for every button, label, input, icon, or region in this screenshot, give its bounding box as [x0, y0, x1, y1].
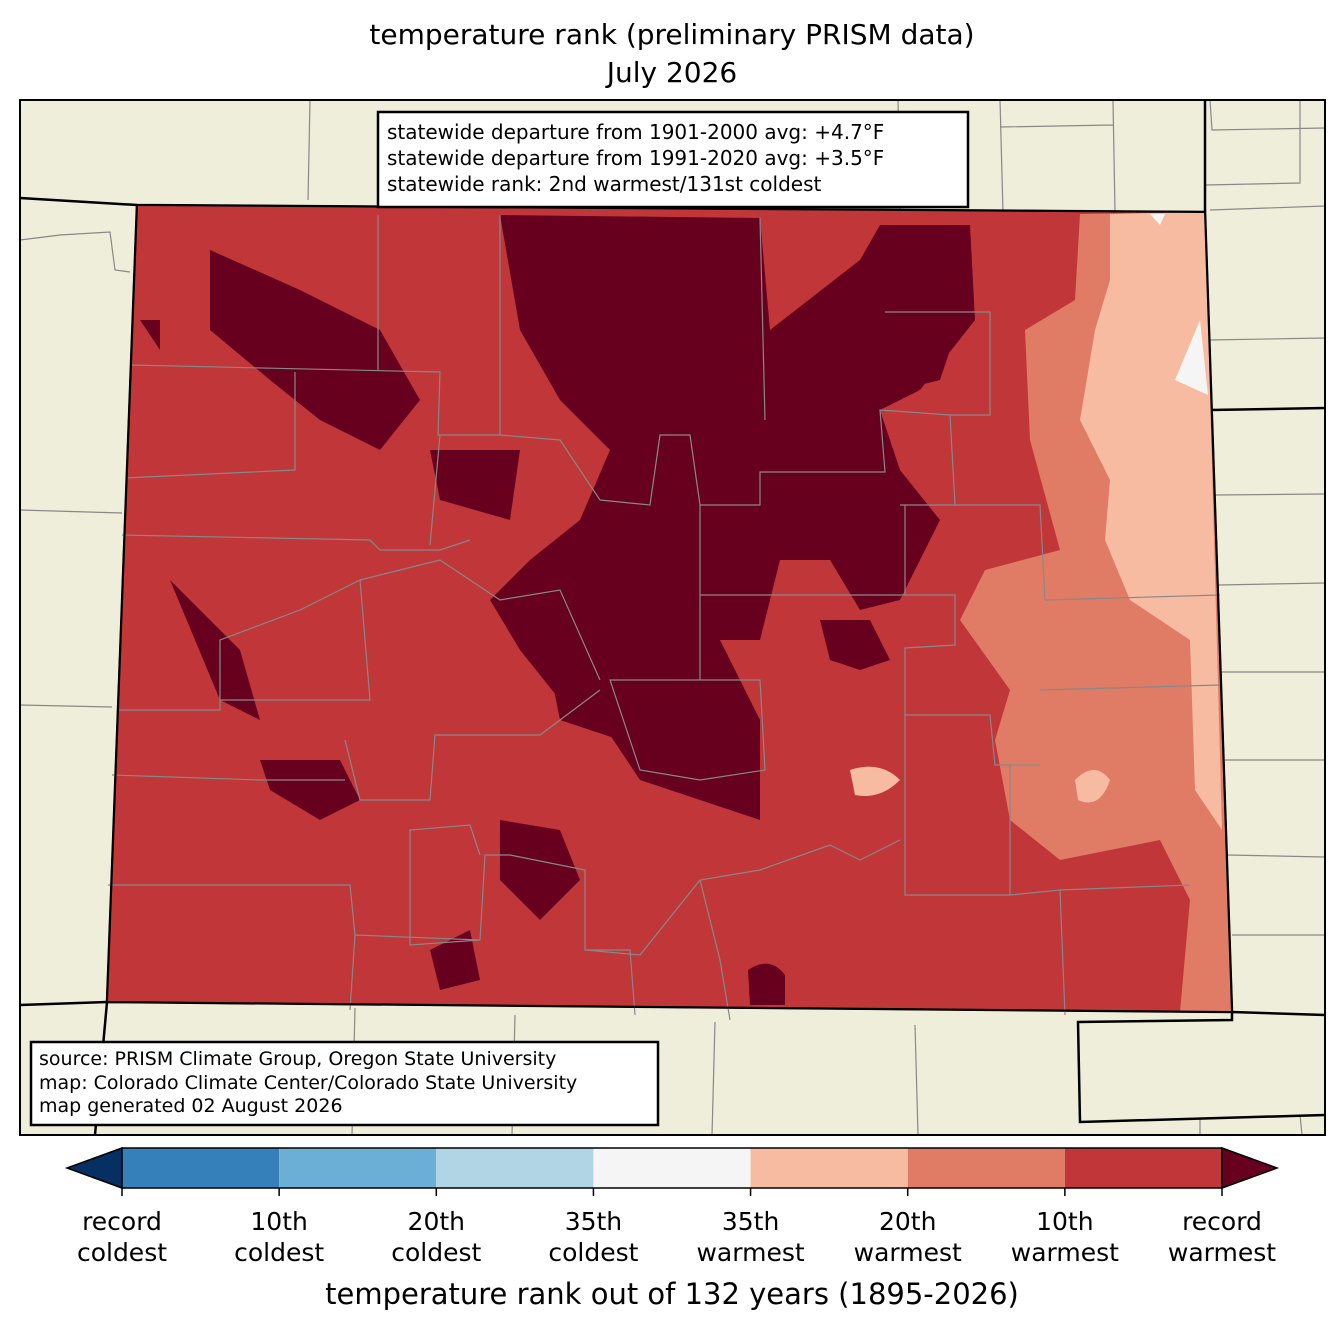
east-band-35th — [1150, 214, 1208, 395]
colorbar-outline — [121, 1147, 1223, 1189]
colorbar-segment — [279, 1148, 437, 1188]
warm-patches — [850, 766, 1110, 803]
colorbar-tick-label: 10th — [250, 1207, 307, 1236]
colorbar-tick-label: 35th — [722, 1207, 779, 1236]
colorbar: recordcoldest10thcoldest20thcoldest35thc… — [64, 1146, 1280, 1267]
stats-line: statewide departure from 1901-2000 avg: … — [387, 120, 884, 144]
colorbar-segment — [907, 1148, 1065, 1188]
colorbar-tick-label: record — [82, 1207, 162, 1236]
colorbar-tick-label: coldest — [391, 1238, 481, 1267]
colorbar-tick-label: 10th — [1036, 1207, 1093, 1236]
colorbar-tick-label: coldest — [77, 1238, 167, 1267]
colorbar-tick-label: coldest — [548, 1238, 638, 1267]
colorbar-segment — [1064, 1148, 1222, 1188]
colorbar-tick-label: warmest — [854, 1238, 962, 1267]
source-box — [29, 1040, 660, 1127]
colorbar-tick-label: 20th — [879, 1207, 936, 1236]
colorbar-segment — [122, 1148, 280, 1188]
colorbar-tick-label: 35th — [565, 1207, 622, 1236]
colorbar-segment — [593, 1148, 751, 1188]
colorbar-extend-high — [1221, 1146, 1280, 1190]
stats-line: statewide departure from 1991-2020 avg: … — [387, 146, 884, 170]
colorbar-segment — [750, 1148, 908, 1188]
colorbar-tick-label: record — [1182, 1207, 1262, 1236]
colorbar-segment — [436, 1148, 594, 1188]
source-line: map: Colorado Climate Center/Colorado St… — [39, 1072, 577, 1094]
source-line: source: PRISM Climate Group, Oregon Stat… — [39, 1048, 556, 1070]
source-line: map generated 02 August 2026 — [39, 1095, 343, 1117]
colorbar-tick-label: warmest — [1011, 1238, 1119, 1267]
colorbar-tick-label: warmest — [696, 1238, 804, 1267]
colorbar-tick-label: coldest — [234, 1238, 324, 1267]
colorbar-tick-label: warmest — [1168, 1238, 1276, 1267]
map-frame — [19, 99, 1326, 1136]
colorado-counties — [108, 215, 1221, 1021]
colorbar-extend-low — [64, 1146, 123, 1190]
stats-line: statewide rank: 2nd warmest/131st coldes… — [387, 172, 821, 196]
map: statewide departure from 1901-2000 avg: … — [19, 99, 1326, 1136]
stats-box — [376, 110, 970, 209]
colorado-border — [105, 203, 1234, 1014]
colorbar-label: temperature rank out of 132 years (1895-… — [325, 1277, 1019, 1311]
record-warm-areas — [140, 215, 975, 1005]
colorbar-tick-label: 20th — [408, 1207, 465, 1236]
map-subtitle: July 2026 — [605, 56, 738, 89]
map-title: temperature rank (preliminary PRISM data… — [369, 18, 974, 51]
